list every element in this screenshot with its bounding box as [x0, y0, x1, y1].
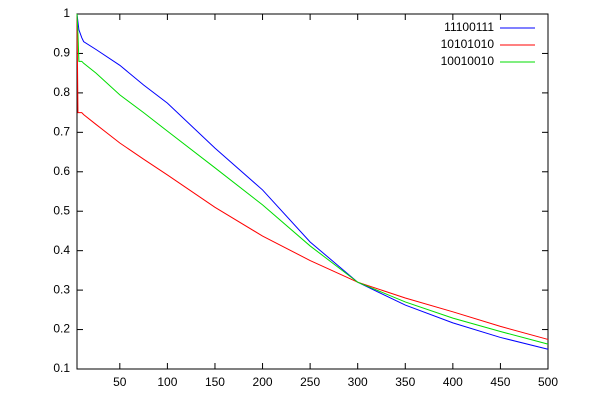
legend-label: 10101010: [441, 37, 495, 51]
y-tick-label: 0.5: [53, 203, 70, 217]
x-tick-label: 450: [490, 375, 510, 389]
line-series: [76, 13, 549, 350]
x-tick-label: 100: [157, 375, 177, 389]
legend-label: 11100111: [444, 20, 494, 34]
x-tick-label: 500: [538, 375, 558, 389]
line-series: [76, 13, 549, 345]
y-tick-label: 0.6: [53, 164, 70, 178]
x-tick-label: 50: [113, 375, 127, 389]
x-tick-label: 300: [348, 375, 368, 389]
y-tick-label: 0.3: [53, 282, 70, 296]
y-tick-label: 1: [63, 6, 70, 20]
x-tick-label: 150: [205, 375, 225, 389]
x-tick-label: 200: [253, 375, 273, 389]
legend-label: 10010010: [441, 54, 495, 68]
x-tick-label: 400: [443, 375, 463, 389]
line-series: [76, 13, 549, 340]
y-tick-label: 0.1: [53, 361, 70, 375]
y-tick-label: 0.4: [53, 243, 70, 257]
x-tick-label: 350: [395, 375, 415, 389]
y-tick-label: 0.9: [53, 46, 70, 60]
x-tick-label: 250: [300, 375, 320, 389]
plot-frame: [76, 13, 549, 370]
y-tick-label: 0.7: [53, 125, 70, 139]
y-tick-label: 0.8: [53, 85, 70, 99]
y-tick-label: 0.2: [53, 322, 70, 336]
